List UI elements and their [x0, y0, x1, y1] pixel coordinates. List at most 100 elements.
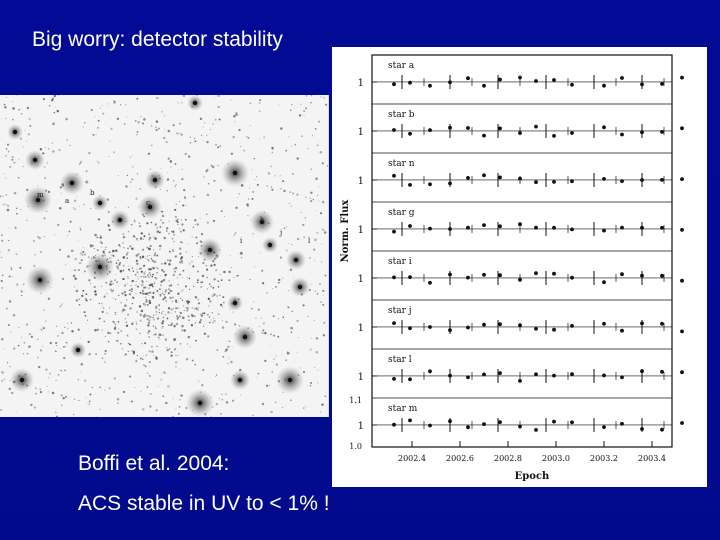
data-point	[680, 278, 684, 283]
star-label: i	[240, 237, 243, 245]
data-point	[680, 421, 684, 425]
panel-star-m: 1 star m	[358, 397, 684, 432]
data-point	[680, 177, 684, 182]
data-point	[620, 132, 624, 137]
data-point	[392, 128, 396, 132]
data-point	[602, 83, 606, 88]
panel-label: star g	[388, 208, 415, 218]
data-point	[660, 273, 664, 278]
data-point	[482, 422, 486, 426]
data-point	[428, 325, 432, 329]
lightcurve-plot: 1 star a 1 star b 1 star n 1 star g 1 star i 1 star…	[340, 54, 684, 482]
panel-label: star n	[388, 159, 415, 169]
data-point	[534, 180, 538, 185]
data-point	[534, 372, 538, 377]
data-point	[602, 280, 606, 285]
star-label: l	[308, 237, 311, 245]
data-point	[660, 130, 664, 134]
data-point	[680, 370, 684, 375]
star-field-canvas: a b c k i j l m	[0, 95, 328, 417]
data-point	[640, 369, 644, 374]
data-point	[552, 134, 556, 138]
data-point	[602, 425, 606, 429]
data-point	[392, 82, 396, 87]
data-point	[570, 372, 574, 376]
data-point	[408, 326, 412, 331]
data-point	[620, 225, 624, 230]
data-point	[660, 321, 664, 326]
data-point	[466, 325, 470, 330]
star-label: k	[260, 216, 265, 224]
data-point	[552, 271, 556, 276]
panel-label: star m	[388, 404, 418, 414]
data-point	[680, 228, 684, 232]
data-point	[498, 371, 502, 375]
data-point	[498, 77, 502, 82]
data-point	[602, 177, 606, 181]
panel-label: star l	[388, 355, 412, 365]
panel-star-a: 1 star a	[358, 61, 684, 89]
data-point	[620, 375, 624, 380]
bright-stars	[7, 95, 310, 417]
data-point	[640, 82, 644, 87]
y-ref-label: 1	[358, 274, 364, 285]
data-point	[518, 75, 522, 80]
data-point	[660, 427, 664, 432]
data-point	[534, 271, 538, 276]
data-point	[640, 273, 644, 278]
data-point	[428, 83, 432, 88]
star-label: b	[90, 189, 95, 197]
data-point	[570, 324, 574, 328]
data-point	[498, 224, 502, 229]
data-point	[466, 375, 470, 380]
x-tick-label: 2002.8	[494, 454, 522, 463]
data-point	[498, 126, 502, 131]
data-point	[498, 273, 502, 278]
data-point	[408, 80, 412, 85]
y-ref-label: 1	[358, 372, 364, 383]
data-point	[534, 225, 538, 230]
star-label: a	[65, 197, 69, 205]
data-point	[466, 275, 470, 280]
data-point	[552, 180, 556, 184]
star-label: m	[37, 191, 44, 199]
data-point	[570, 420, 574, 425]
data-point	[518, 424, 522, 429]
data-point	[660, 369, 664, 374]
y-ref-label: 1	[358, 225, 364, 236]
data-point	[448, 328, 452, 332]
data-point	[482, 272, 486, 277]
data-point	[570, 82, 574, 87]
x-tick-label: 2003.0	[542, 454, 570, 463]
data-point	[428, 423, 432, 428]
data-point	[482, 173, 486, 178]
data-point	[448, 181, 452, 186]
star-labels: a b c k i j l m	[37, 189, 311, 245]
panel-star-g: 1 star g	[358, 201, 684, 236]
data-point	[660, 225, 664, 230]
citation-text: Boffi et al. 2004:	[78, 452, 230, 475]
data-point	[448, 80, 452, 85]
star-label: c	[146, 199, 150, 207]
data-point	[680, 75, 684, 80]
data-point	[602, 321, 606, 326]
y-tick-label: 1.1	[349, 396, 362, 405]
data-point	[518, 222, 522, 227]
data-point	[518, 379, 522, 383]
data-point	[408, 131, 412, 136]
data-point	[570, 275, 574, 280]
data-point	[620, 328, 624, 333]
data-point	[408, 377, 412, 382]
data-point	[392, 377, 396, 381]
data-point	[482, 83, 486, 88]
data-point	[518, 323, 522, 328]
data-point	[392, 229, 396, 234]
data-point	[640, 178, 644, 182]
data-point	[518, 131, 522, 135]
data-point	[428, 182, 432, 187]
x-tick-label: 2002.4	[398, 454, 426, 463]
panel-star-l: 1 star l	[358, 348, 684, 383]
data-point	[552, 373, 556, 378]
data-point	[448, 125, 452, 130]
data-point	[466, 76, 470, 81]
